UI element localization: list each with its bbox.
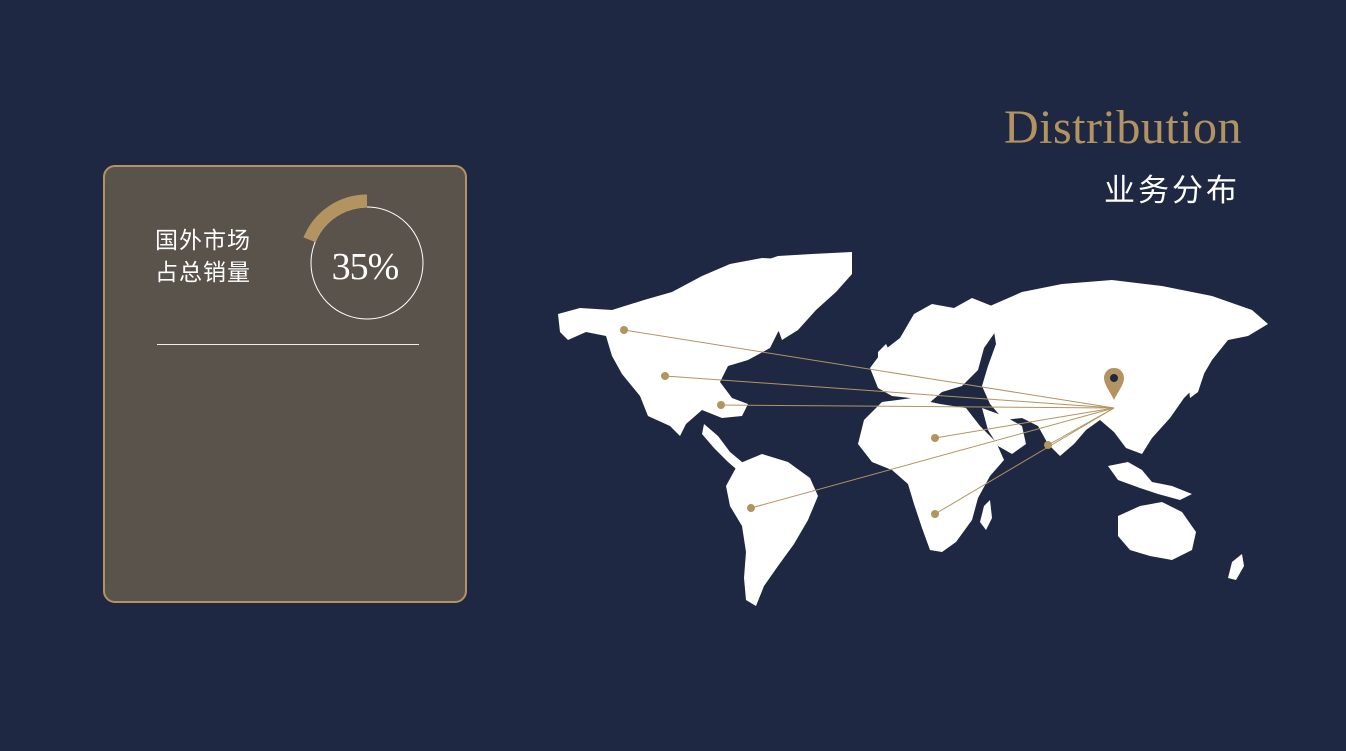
market-share-label-line2: 占总销量	[155, 260, 251, 286]
route-line-africa-north	[934, 407, 1115, 439]
location-pin-icon	[1104, 368, 1124, 400]
percent-ring-gauge	[303, 194, 424, 320]
new-zealand-landmass	[1228, 554, 1244, 580]
location-pin-hole	[1110, 374, 1118, 382]
map-marker-canada	[620, 326, 628, 334]
market-share-label-line1: 国外市场	[155, 228, 251, 254]
gauge-progress-arc	[303, 194, 368, 243]
route-line-south-america	[750, 407, 1115, 509]
asia-landmass	[982, 280, 1268, 456]
africa-landmass	[858, 398, 1004, 552]
australia-landmass	[1118, 502, 1196, 560]
card-divider	[157, 344, 419, 345]
japan-landmass	[1188, 366, 1204, 398]
europe-landmass	[870, 298, 998, 404]
greenland-landmass	[748, 252, 852, 340]
southeast-asia-islands	[1108, 462, 1192, 500]
percent-value: 35%	[331, 246, 400, 288]
world-map	[558, 252, 1268, 606]
market-share-card: 国外市场 占总销量 35%	[103, 165, 467, 603]
route-line-africa-south	[934, 407, 1115, 515]
uk-landmass	[878, 344, 892, 366]
title-english: Distribution	[1003, 101, 1242, 154]
map-marker-india	[1044, 441, 1052, 449]
madagascar-landmass	[980, 500, 992, 530]
south-america-landmass	[726, 454, 818, 606]
map-marker-usa-east	[717, 401, 725, 409]
map-marker-africa-south	[931, 510, 939, 518]
market-share-label: 国外市场 占总销量	[155, 225, 251, 289]
title-chinese: 业务分布	[1104, 173, 1240, 209]
route-line-canada	[623, 329, 1115, 409]
central-america-landmass	[702, 424, 748, 474]
continents	[558, 252, 1268, 606]
route-line-india	[1047, 407, 1115, 446]
map-marker-usa-west	[661, 372, 669, 380]
map-marker-africa-north	[931, 434, 939, 442]
route-line-usa-west	[664, 375, 1115, 409]
route-markers	[620, 326, 1052, 518]
north-america-landmass	[558, 258, 822, 436]
location-pin-shape	[1104, 368, 1124, 400]
route-lines	[623, 329, 1115, 515]
route-line-usa-east	[720, 404, 1115, 409]
map-marker-south-america	[747, 504, 755, 512]
arabia-landmass	[982, 408, 1026, 454]
